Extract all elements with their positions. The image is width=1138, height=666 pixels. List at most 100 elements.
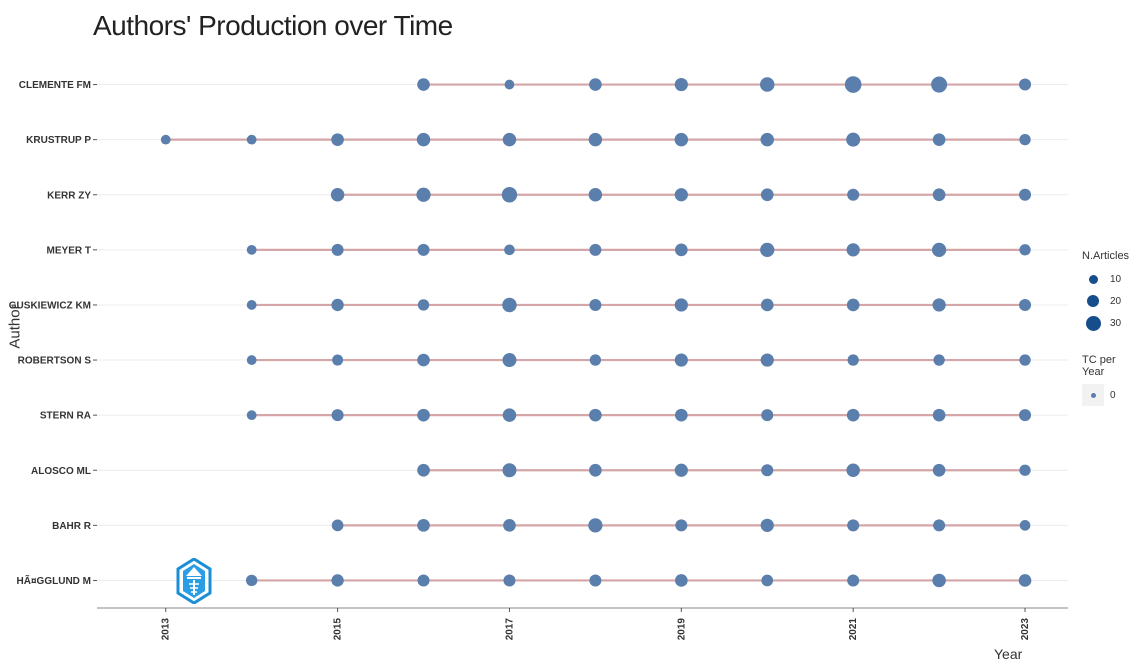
data-point [331, 298, 344, 312]
data-point [1019, 78, 1032, 91]
data-point [589, 354, 602, 366]
data-point [332, 354, 344, 366]
data-point [846, 243, 860, 257]
y-tick-label: STERN RA [40, 411, 91, 422]
x-tick-label: 2021 [848, 618, 859, 641]
y-tick-label: KRUSTRUP P [26, 135, 91, 146]
data-point [589, 574, 602, 587]
data-point [416, 132, 431, 147]
data-point [502, 463, 517, 478]
legend-size-label: 10 [1110, 273, 1122, 285]
legend-size-item: 10 [1082, 268, 1138, 290]
y-tick-label: BAHR R [52, 521, 92, 532]
data-point [675, 243, 688, 257]
data-point [503, 574, 516, 587]
data-point [1019, 409, 1032, 422]
data-point [246, 134, 257, 145]
x-tick-label: 2015 [333, 618, 344, 641]
data-point [932, 298, 946, 312]
data-point [931, 76, 948, 93]
logo-icon [176, 558, 212, 604]
data-point [847, 574, 860, 587]
data-point [588, 132, 603, 147]
data-point [1019, 133, 1031, 146]
data-point [674, 463, 688, 477]
chart-title: Authors' Production over Time [93, 10, 453, 41]
data-point [588, 188, 603, 202]
data-point [1019, 464, 1031, 476]
legend-dot [1090, 392, 1096, 398]
data-point [674, 353, 688, 367]
data-point [674, 77, 688, 92]
data-point [589, 243, 602, 256]
data-point [502, 297, 517, 313]
legend-size-title: N.Articles [1082, 250, 1130, 262]
legend-color-item: 0 [1082, 384, 1138, 406]
data-point [675, 519, 688, 532]
y-tick-label: CLEMENTE FM [19, 80, 91, 91]
data-point [760, 242, 775, 257]
data-point [504, 79, 515, 90]
data-point [760, 353, 774, 367]
x-tick-label: 2023 [1020, 618, 1031, 641]
data-point [160, 134, 171, 145]
data-point [1019, 188, 1032, 201]
data-point [846, 463, 860, 477]
data-point [331, 574, 344, 587]
data-point [1019, 298, 1032, 311]
y-tick-label: HÃ¤GGLUND M [17, 574, 91, 587]
data-point [589, 463, 602, 477]
data-point [417, 353, 430, 367]
data-point [844, 76, 862, 93]
data-point [417, 243, 430, 256]
data-point [760, 188, 774, 202]
data-point [674, 132, 689, 147]
legend-size-item: 30 [1082, 312, 1138, 334]
data-point [760, 298, 774, 312]
data-point [932, 573, 946, 588]
data-point [417, 408, 430, 422]
data-point [245, 574, 258, 587]
data-point [760, 77, 775, 92]
data-point [1019, 354, 1031, 366]
legend-color-title: TC per Year [1082, 354, 1116, 378]
data-point [417, 463, 430, 477]
data-point [246, 244, 257, 255]
data-point [1019, 520, 1031, 531]
legend-color-label: 0 [1110, 389, 1116, 401]
data-point [846, 298, 860, 312]
y-tick-label: MEYER T [47, 245, 91, 256]
legend-size-label: 20 [1110, 295, 1122, 307]
data-point [246, 300, 257, 310]
y-tick-label: ALOSCO ML [31, 466, 91, 477]
data-point [933, 519, 946, 532]
data-point [675, 574, 688, 587]
data-point [331, 409, 344, 422]
data-point [502, 408, 517, 422]
data-point [417, 519, 430, 532]
data-point [504, 244, 515, 256]
data-point [246, 355, 257, 365]
y-tick-label: ROBERTSON S [18, 356, 92, 367]
data-point [331, 243, 344, 256]
data-point [503, 519, 516, 532]
data-point [416, 187, 431, 202]
data-point [588, 518, 603, 533]
x-tick-label: 2019 [676, 618, 687, 641]
legend-dot [1087, 295, 1099, 307]
data-point [330, 188, 345, 202]
data-point [501, 187, 518, 203]
data-point [589, 408, 602, 422]
data-point [674, 298, 688, 312]
data-point [933, 354, 945, 366]
data-point [847, 354, 859, 366]
data-point [1019, 244, 1031, 256]
data-point [847, 188, 860, 201]
data-point [502, 353, 517, 368]
data-point [932, 408, 946, 422]
data-point [761, 574, 774, 587]
legend-dot [1085, 315, 1101, 331]
data-point [674, 188, 688, 202]
data-point [246, 410, 257, 421]
